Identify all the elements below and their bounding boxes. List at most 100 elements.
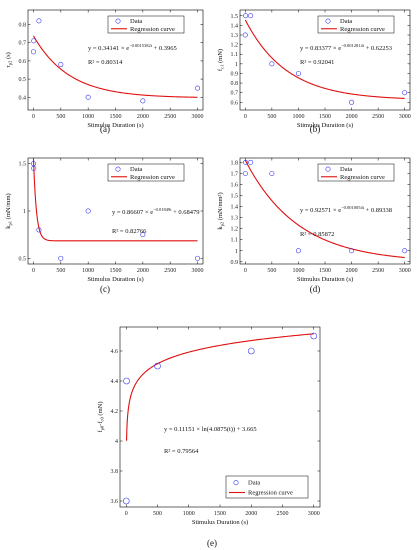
y-axis-label-part: -f: [97, 421, 104, 426]
x-tick-label: 2000: [137, 268, 149, 274]
y-tick-label: 1.5: [231, 14, 239, 20]
x-tick-label: 2500: [372, 114, 384, 120]
x-tick-label: 1500: [214, 511, 226, 517]
y-tick-label: 1: [23, 209, 26, 215]
x-tick-label: 500: [56, 114, 65, 120]
x-tick-label: 500: [267, 268, 276, 274]
y-tick-label: 1.2: [231, 43, 239, 49]
regression-curve: [32, 158, 198, 242]
equation-part: + 0.89338: [364, 207, 392, 214]
y-tick-label: 1.1: [231, 238, 239, 244]
data-point: [243, 159, 249, 165]
y-axis-label-part: c1: [220, 65, 225, 69]
data-point: [349, 99, 355, 105]
regression-curve: [244, 19, 405, 99]
y-axis-label-part: f: [97, 429, 104, 432]
y-axis-label-part: (mN): [217, 49, 224, 65]
panel-e: 0 500 1000 1500 2000 2500 3000 3.6 3.8 4 4.2 4.4 4.6…: [97, 326, 321, 548]
y-tick-label: 1.4: [231, 205, 239, 211]
y-tick-label: 0.7: [19, 41, 27, 47]
y-tick-label: 3.6: [111, 499, 119, 505]
equation-exponent: −0.0015382t: [129, 43, 153, 48]
y-tick-label: 1.5: [19, 162, 27, 168]
data-point: [36, 18, 42, 24]
x-tick-label: 2000: [346, 268, 358, 274]
x-tick-label: 500: [267, 114, 276, 120]
legend-label-curve: Regression curve: [248, 490, 293, 497]
x-tick-label: 0: [244, 268, 247, 274]
y-axis-label-part: (s): [5, 52, 12, 60]
legend-data-marker: [115, 166, 121, 172]
y-axis-label: fc1 (mN): [217, 49, 225, 71]
x-tick-label: 2000: [346, 114, 358, 120]
legend-label-curve: Regression curve: [340, 26, 385, 33]
equation-part: y = 0.86607 × e: [112, 209, 153, 216]
y-tick-label: 3.8: [111, 469, 119, 475]
y-tick-label: 0.8: [231, 81, 239, 87]
y-axis-label-part: p2: [8, 61, 13, 66]
data-point: [349, 248, 355, 254]
data-point: [36, 227, 42, 233]
data-point: [140, 232, 146, 238]
y-tick-label: 1.6: [231, 183, 239, 189]
legend-label-curve: Regression curve: [340, 174, 385, 181]
x-tick-label: 2000: [137, 114, 149, 120]
x-tick-label: 1000: [292, 114, 304, 120]
y-axis-label-part: p2: [220, 222, 225, 227]
regression-curve: [32, 35, 198, 98]
y-axis-label-part: (mN/mm²): [217, 192, 224, 222]
x-tick-label: 500: [56, 268, 65, 274]
legend-data-marker: [325, 166, 331, 172]
regression-curve: [126, 333, 314, 441]
panel-a: 0 500 1000 1500 2000 2500 3000 0.4 0.5 0.6 0.7 0.8 S…: [5, 9, 204, 134]
y-tick-label: 0.4: [19, 95, 27, 101]
r-squared: R² = 0.80314: [88, 59, 123, 66]
data-point: [242, 170, 248, 176]
y-axis-label: kp1 (mN/mm): [5, 193, 13, 228]
x-tick-label: 2500: [277, 511, 289, 517]
equation-part: + 0.68479: [172, 209, 200, 216]
x-tick-label: 0: [244, 114, 247, 120]
r-squared: R² = 0.79564: [164, 448, 199, 455]
x-tick-label: 2000: [245, 511, 257, 517]
x-tick-label: 3000: [192, 114, 204, 120]
x-tick-label: 3000: [399, 114, 411, 120]
x-tick-label: 0: [125, 511, 128, 517]
equation-exponent: −0.0010054t: [341, 205, 365, 210]
equation-part: y = 0.34141 × e: [88, 45, 129, 52]
regression-equation: y = 0.92571 × e−0.0010054t + 0.89338: [300, 205, 392, 214]
legend-box: [225, 475, 309, 499]
y-tick-label: 4: [115, 439, 118, 445]
legend-label-curve: Regression curve: [130, 174, 175, 181]
x-tick-label: 3000: [308, 511, 320, 517]
regression-equation: y = 0.11151 × ln(4.0875(t)) + 3.665: [164, 426, 257, 433]
y-tick-label: 1.1: [231, 52, 239, 58]
y-axis-label-part: k: [217, 226, 224, 230]
data-point: [85, 208, 91, 214]
equation-part: + 0.62253: [364, 45, 392, 52]
x-tick-label: 0: [32, 268, 35, 274]
y-axis-label-part: (mN): [97, 402, 104, 418]
regression-curve: [244, 160, 405, 259]
y-tick-label: 1.7: [231, 171, 239, 177]
data-point: [295, 248, 301, 254]
x-tick-label: 1000: [292, 268, 304, 274]
legend-data-marker: [233, 480, 239, 486]
y-axis-label: fp0-fc0 (mN): [97, 402, 105, 433]
legend-label-data: Data: [340, 166, 352, 173]
legend-label-data: Data: [130, 18, 142, 25]
y-tick-label: 0.9: [231, 71, 239, 77]
y-axis-label-part: τ: [5, 65, 12, 68]
y-axis-label-part: c0: [100, 416, 105, 421]
x-tick-label: 1500: [110, 114, 122, 120]
data-point: [58, 62, 64, 68]
y-tick-label: 1.5: [231, 194, 239, 200]
x-axis-label: Stimulus Duration (s): [87, 276, 143, 283]
data-point: [295, 70, 301, 76]
y-tick-label: 1: [235, 62, 238, 68]
regression-equation: y = 0.34141 × e−0.0015382t + 0.3965: [88, 43, 177, 52]
equation-part: y = 0.92571 × e: [300, 207, 341, 214]
